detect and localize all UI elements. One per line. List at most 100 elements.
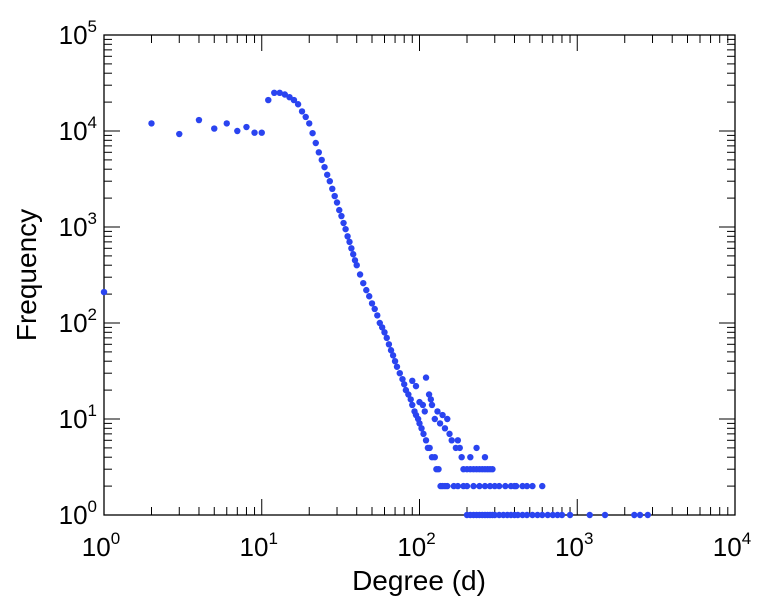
data-point <box>405 391 412 398</box>
data-point <box>539 511 546 519</box>
data-point <box>446 430 453 438</box>
data-point <box>436 420 444 427</box>
data-point <box>385 341 393 348</box>
data-point <box>427 396 435 403</box>
data-point <box>476 482 483 490</box>
data-point <box>356 271 364 278</box>
data-point <box>391 358 399 365</box>
plot-frame <box>103 34 736 516</box>
data-point <box>223 120 230 127</box>
data-point <box>326 178 333 185</box>
data-point <box>418 425 425 432</box>
data-point <box>558 511 566 519</box>
data-point <box>281 91 288 98</box>
data-point <box>519 511 526 519</box>
data-point <box>176 130 183 138</box>
data-point <box>514 511 522 519</box>
x-tick-label: 100 <box>82 529 120 562</box>
data-point <box>407 396 414 403</box>
data-point <box>416 420 423 427</box>
data-point <box>265 96 272 104</box>
data-point <box>324 171 331 178</box>
data-point <box>467 454 474 461</box>
data-point <box>444 415 451 423</box>
data-point <box>243 123 250 131</box>
data-point <box>519 482 526 490</box>
data-point <box>444 482 451 490</box>
data-point <box>399 375 406 383</box>
data-point <box>470 482 477 490</box>
data-point <box>342 225 349 233</box>
x-tick-label: 101 <box>240 529 278 562</box>
data-point <box>211 125 218 132</box>
data-point <box>234 127 241 135</box>
data-point <box>336 206 343 214</box>
y-axis-label: Frequency <box>11 209 42 341</box>
data-point <box>456 444 463 452</box>
data-point <box>312 139 319 147</box>
data-point <box>374 312 381 319</box>
axis-ticks <box>103 35 735 516</box>
data-point <box>331 192 338 200</box>
data-point <box>298 108 306 115</box>
data-point <box>348 245 355 252</box>
data-point <box>409 377 416 384</box>
data-point <box>389 352 397 359</box>
data-point <box>425 391 433 398</box>
data-point <box>434 408 441 415</box>
data-point <box>428 401 436 409</box>
data-point <box>290 96 298 104</box>
data-point <box>549 511 557 519</box>
data-point <box>435 466 442 473</box>
data-points <box>100 89 651 519</box>
data-point <box>539 482 546 490</box>
data-point <box>512 482 520 490</box>
data-point <box>338 212 345 220</box>
y-tick-label: 104 <box>59 113 97 146</box>
data-point <box>644 511 651 519</box>
data-point <box>448 437 455 444</box>
data-point <box>439 411 446 419</box>
data-point <box>422 374 430 381</box>
y-tick-label: 105 <box>59 17 97 50</box>
data-point <box>366 293 373 300</box>
data-point <box>426 444 433 452</box>
data-point <box>318 156 325 164</box>
data-point <box>489 466 496 473</box>
data-point <box>315 149 323 156</box>
data-point <box>353 262 360 269</box>
data-point <box>100 288 108 296</box>
data-point <box>421 408 428 415</box>
data-point <box>601 511 609 519</box>
data-point <box>473 444 480 452</box>
tick-labels: 100 101 102 103 104 100 101 102 103 104 105 <box>59 17 752 562</box>
data-point <box>321 163 328 171</box>
data-point <box>302 113 309 121</box>
data-point <box>148 120 155 127</box>
data-point <box>534 511 541 519</box>
data-point <box>346 238 353 246</box>
data-point <box>350 251 357 258</box>
data-point <box>486 482 494 490</box>
data-point <box>378 324 386 331</box>
data-point <box>360 279 367 287</box>
data-point <box>491 511 498 519</box>
data-point <box>544 511 551 519</box>
data-point <box>271 89 278 97</box>
data-point <box>419 401 427 409</box>
data-point <box>420 430 427 438</box>
data-point <box>363 286 370 294</box>
data-point <box>401 381 408 388</box>
data-point <box>495 482 503 490</box>
data-point <box>481 454 489 461</box>
x-tick-label: 102 <box>397 529 435 562</box>
data-point <box>502 482 509 490</box>
data-point <box>523 511 531 519</box>
data-point <box>529 482 536 490</box>
data-point <box>431 415 438 423</box>
data-point <box>387 347 395 354</box>
data-point <box>381 329 388 336</box>
data-point <box>329 185 336 192</box>
data-point <box>491 482 498 490</box>
